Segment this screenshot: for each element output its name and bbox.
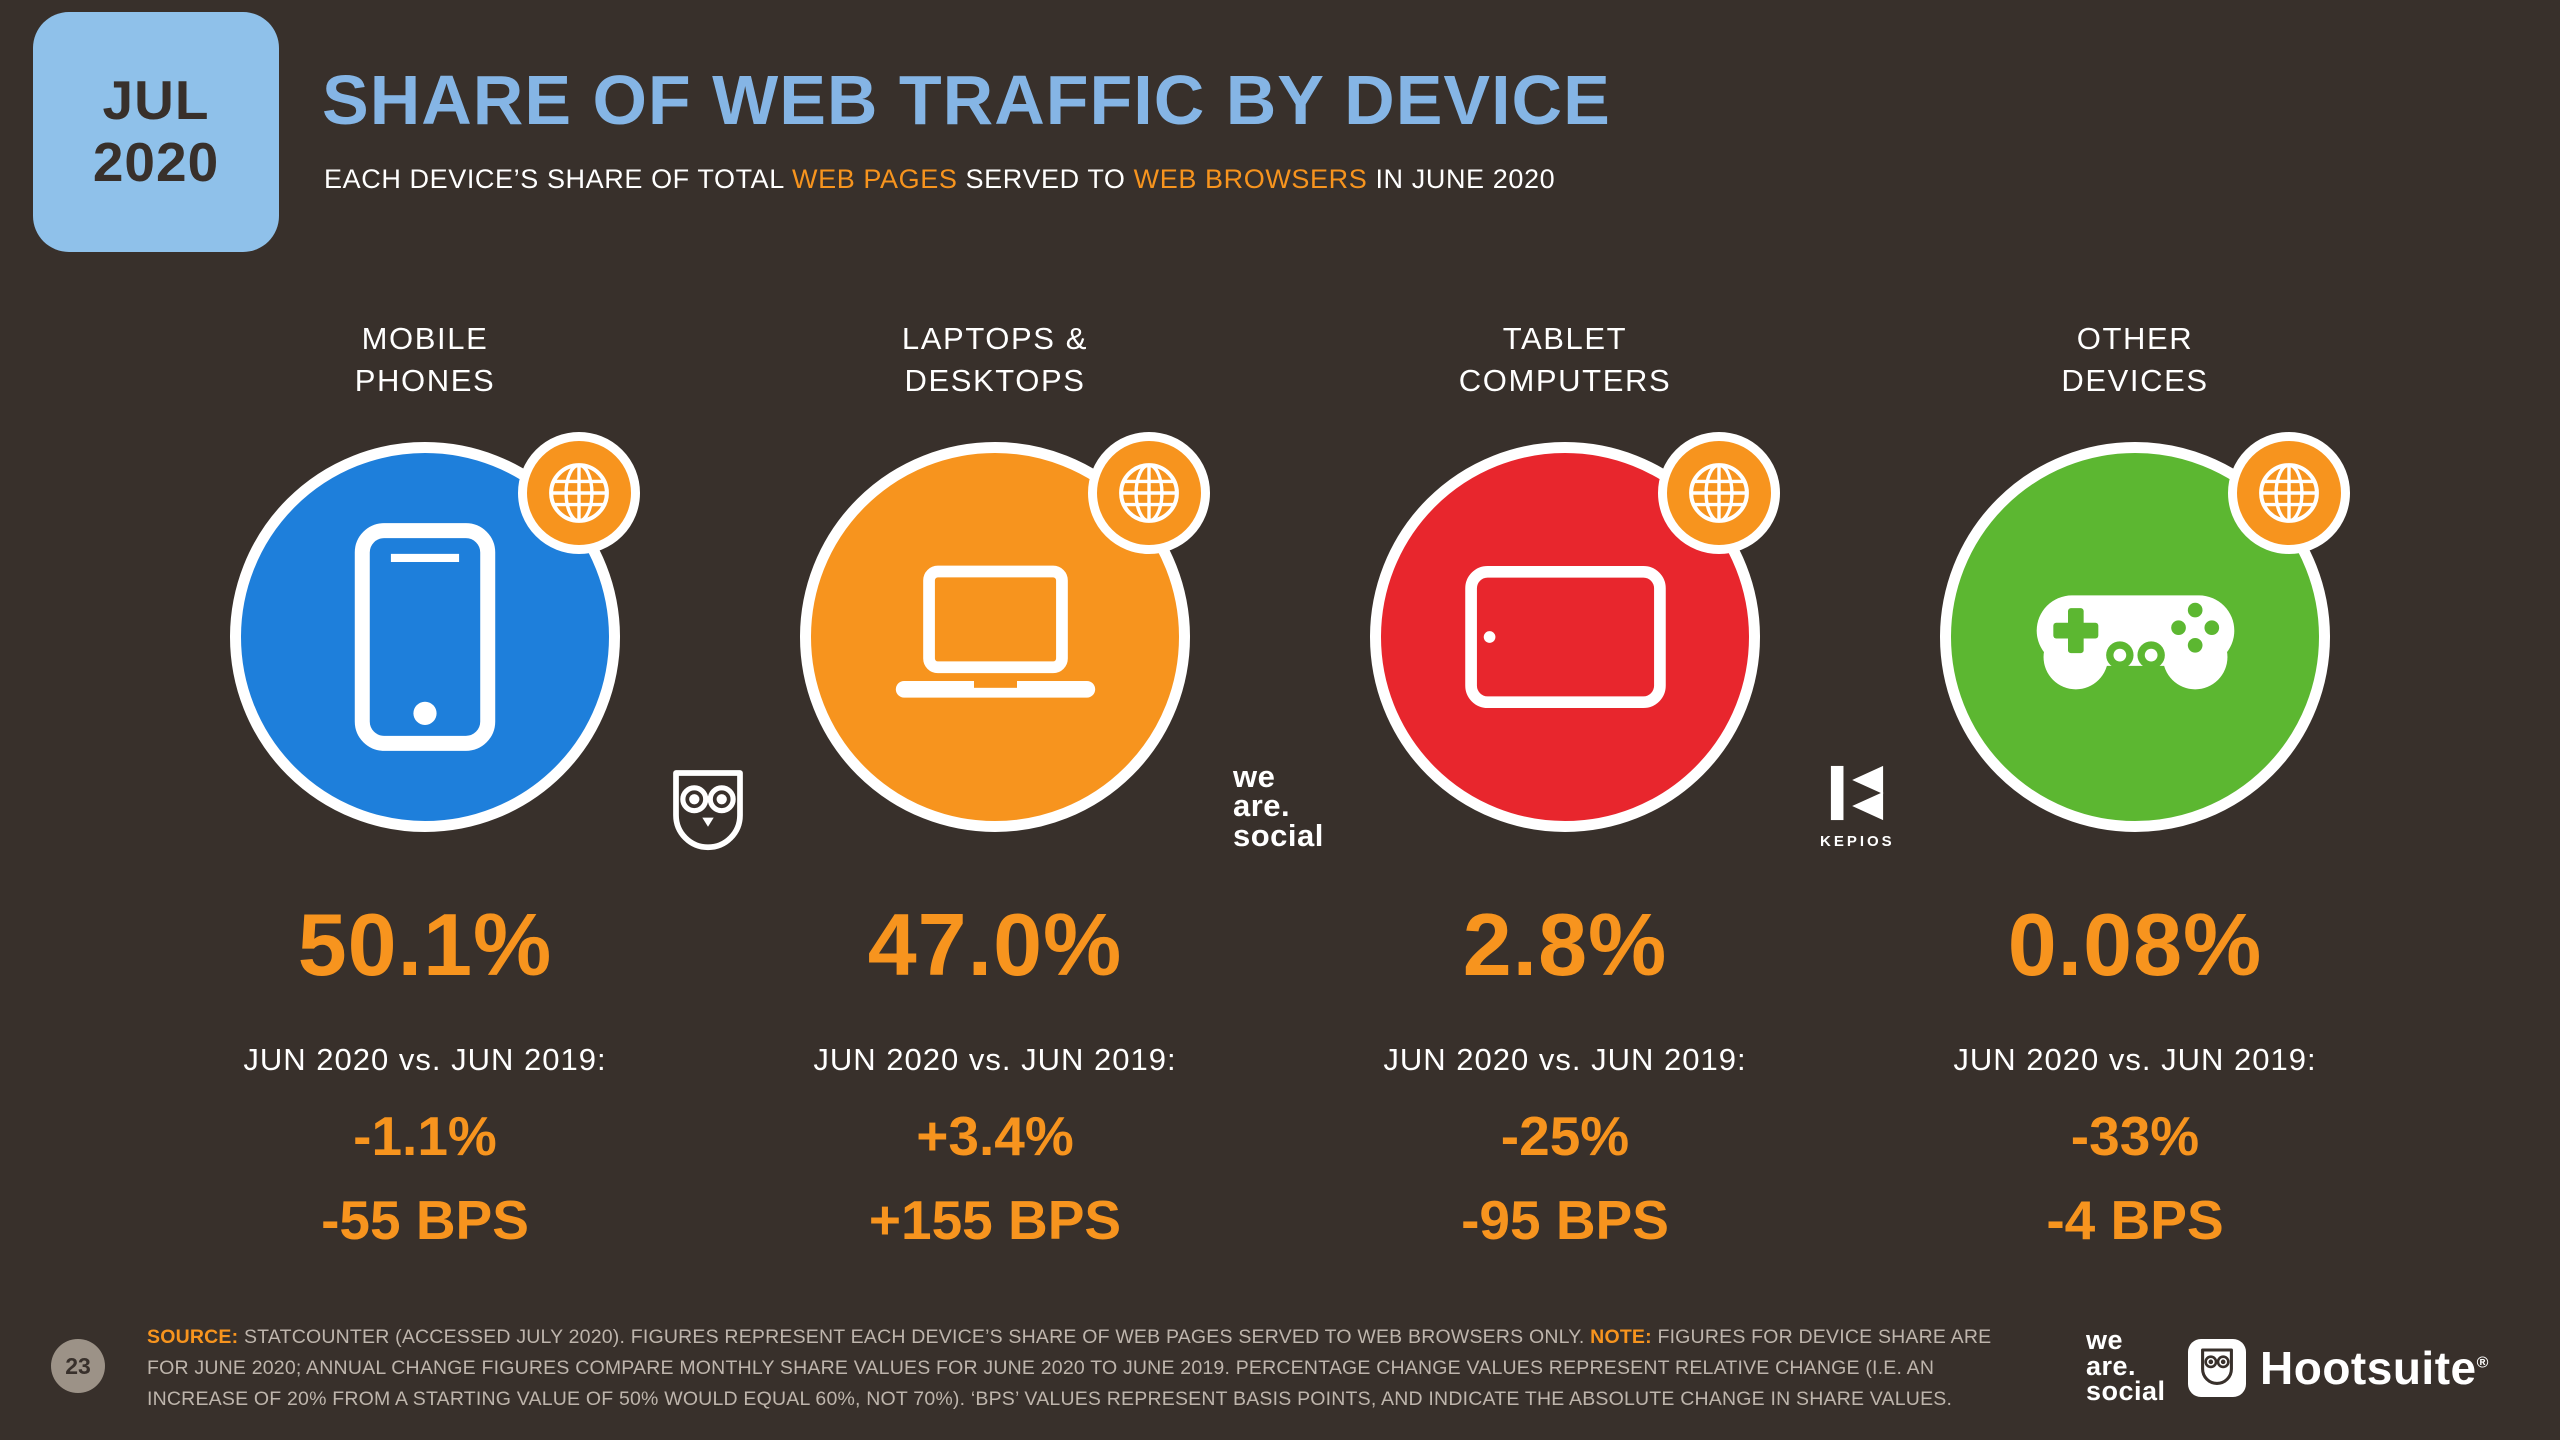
registered-mark: ® [2476, 1354, 2489, 1372]
tablet-icon [1464, 565, 1666, 708]
kepios-wordmark: KEPIOS [1820, 833, 1895, 850]
device-circle-other [1940, 441, 2330, 832]
device-label: LAPTOPS & DESKTOPS [901, 321, 1089, 398]
date-year: 2020 [92, 131, 220, 193]
device-label: TABLET COMPUTERS [1458, 321, 1672, 398]
device-column-laptops: LAPTOPS & DESKTOPS [710, 318, 1280, 1252]
globe-badge [1658, 431, 1780, 554]
share-value: 0.08% [2007, 894, 2263, 994]
kepios-icon [1831, 765, 1884, 821]
date-badge: JUL 2020 [33, 12, 279, 252]
globe-icon [1119, 462, 1179, 523]
hootsuite-wordmark: Hootsuite® [2260, 1342, 2489, 1394]
page-title: SHARE OF WEB TRAFFIC BY DEVICE [322, 61, 1611, 139]
hootsuite-owl-icon [668, 766, 748, 865]
share-value: 2.8% [1462, 894, 1668, 994]
device-columns: MOBILE PHONES [140, 318, 2420, 1252]
device-column-tablets: TABLET COMPUTERS [1280, 318, 1850, 1252]
device-circle-wrap [230, 431, 640, 832]
page-subtitle: EACH DEVICE’S SHARE OF TOTAL WEB PAGES S… [324, 164, 1556, 194]
comparison-label: JUN 2020 vs. JUN 2019: [243, 1041, 607, 1077]
change-percent: -1.1% [353, 1104, 497, 1167]
comparison-label: JUN 2020 vs. JUN 2019: [1383, 1041, 1747, 1077]
mobile-phone-icon [354, 522, 496, 751]
date-month: JUL [102, 69, 210, 132]
page-number-badge: 23 [51, 1339, 105, 1393]
comparison-label: JUN 2020 vs. JUN 2019: [1953, 1041, 2317, 1077]
hootsuite-owl-icon [2188, 1339, 2246, 1397]
we-are-social-logo-footer: we are. social [2086, 1325, 2166, 1407]
change-percent: -25% [1500, 1104, 1630, 1167]
device-column-other: OTHER DEVICES [1850, 318, 2420, 1252]
hootsuite-logo: Hootsuite® [2188, 1339, 2489, 1397]
device-column-mobile: MOBILE PHONES [140, 318, 710, 1252]
game-controller-icon [2036, 595, 2234, 690]
change-bps: +155 BPS [868, 1188, 1122, 1251]
globe-badge [518, 431, 640, 554]
comparison-label: JUN 2020 vs. JUN 2019: [813, 1041, 1177, 1077]
kepios-logo: KEPIOS [1820, 764, 1895, 850]
globe-icon [1689, 462, 1749, 523]
change-percent: -33% [2070, 1104, 2200, 1167]
device-circle-mobile [230, 441, 620, 832]
laptop-icon [895, 565, 1095, 698]
device-circle-wrap [1940, 431, 2350, 832]
change-bps: -4 BPS [2046, 1188, 2224, 1251]
device-label: OTHER DEVICES [2061, 321, 2209, 398]
device-label: MOBILE PHONES [354, 321, 496, 398]
globe-badge [2228, 431, 2350, 554]
share-value: 50.1% [297, 894, 553, 994]
globe-badge [1088, 431, 1210, 554]
change-bps: -55 BPS [321, 1188, 529, 1251]
we-are-social-logo: we are. social [1233, 759, 1324, 853]
device-circle-wrap [1370, 431, 1780, 832]
source-note: SOURCE: STATCOUNTER (ACCESSED JULY 2020)… [147, 1326, 1992, 1410]
change-percent: +3.4% [916, 1104, 1074, 1167]
globe-icon [2259, 462, 2319, 523]
device-circle-laptops [800, 441, 1190, 832]
change-bps: -95 BPS [1461, 1188, 1669, 1251]
share-value: 47.0% [867, 894, 1123, 994]
globe-icon [549, 462, 609, 523]
device-circle-wrap [800, 431, 1210, 832]
